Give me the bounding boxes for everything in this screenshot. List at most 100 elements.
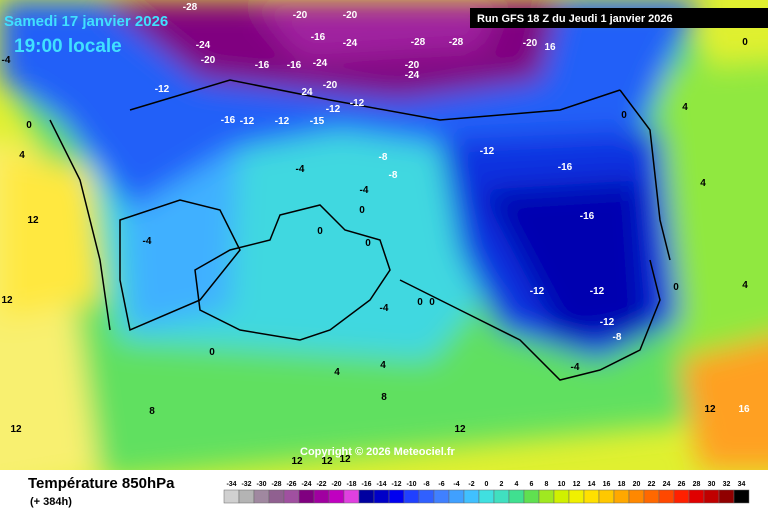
contour-label: -20 xyxy=(523,38,538,49)
colorbar-label: -30 xyxy=(256,481,266,488)
colorbar-label: -6 xyxy=(438,481,444,488)
run-info: Run GFS 18 Z du Jeudi 1 janvier 2026 xyxy=(477,13,673,25)
colorbar-label: 32 xyxy=(723,481,731,488)
colorbar-label: 6 xyxy=(530,481,534,488)
colorbar-cell xyxy=(718,489,735,504)
contour-label: 4 xyxy=(682,102,688,113)
contour-label: -4 xyxy=(360,185,369,196)
contour-label: -20 xyxy=(343,10,358,21)
legend-title: Température 850hPa xyxy=(28,475,175,492)
colorbar-label: 16 xyxy=(603,481,611,488)
contour-label: -4 xyxy=(296,164,305,175)
contour-label: -12 xyxy=(240,116,255,127)
contour-label: -8 xyxy=(379,152,388,163)
colorbar-cell xyxy=(328,489,345,504)
contour-label: 16 xyxy=(738,404,750,415)
colorbar-label: -4 xyxy=(453,481,459,488)
contour-label: 12 xyxy=(339,454,351,465)
colorbar-cell xyxy=(283,489,300,504)
colorbar-cell xyxy=(268,489,285,504)
contour-label: 0 xyxy=(673,282,679,293)
run-banner xyxy=(470,8,768,28)
contour-label: 0 xyxy=(359,205,365,216)
contour-label: -20 xyxy=(293,10,308,21)
colorbar-label: 4 xyxy=(515,481,519,488)
colorbar-label: -20 xyxy=(331,481,341,488)
contour-label: -28 xyxy=(411,37,426,48)
colorbar-label: -34 xyxy=(226,481,236,488)
colorbar-label: -32 xyxy=(241,481,251,488)
contour-label: -12 xyxy=(600,317,615,328)
colorbar-cell xyxy=(373,489,390,504)
colorbar-cell xyxy=(553,489,570,504)
contour-label: 0 xyxy=(621,110,627,121)
colorbar-label: 18 xyxy=(618,481,626,488)
contour-label: -4 xyxy=(143,236,152,247)
colorbar-cell xyxy=(703,489,720,504)
contour-label: 12 xyxy=(27,215,39,226)
contour-label: -12 xyxy=(480,146,495,157)
colorbar-cell xyxy=(403,489,420,504)
colorbar-cell xyxy=(568,489,585,504)
colorbar-cell xyxy=(628,489,645,504)
contour-label: -15 xyxy=(310,116,325,127)
colorbar-cell xyxy=(523,489,540,504)
colorbar-label: -2 xyxy=(468,481,474,488)
colorbar-label: 8 xyxy=(545,481,549,488)
contour-label: 4 xyxy=(742,280,748,291)
contour-label: -24 xyxy=(405,70,420,81)
contour-label: -12 xyxy=(155,84,170,95)
contour-label: 24 xyxy=(301,87,313,98)
colorbar-cell xyxy=(463,489,480,504)
contour-label: 0 xyxy=(742,37,748,48)
contour-label: 0 xyxy=(365,238,371,249)
contour-label: -4 xyxy=(380,303,389,314)
contour-label: -16 xyxy=(255,60,270,71)
colorbar-label: 20 xyxy=(633,481,641,488)
date: Samedi 17 janvier 2026 xyxy=(4,13,168,30)
colorbar-label: 12 xyxy=(573,481,581,488)
colorbar-label: -28 xyxy=(271,481,281,488)
contour-label: -12 xyxy=(530,286,545,297)
colorbar-cell xyxy=(583,489,600,504)
colorbar-label: -24 xyxy=(301,481,311,488)
coastlines xyxy=(49,79,671,381)
colorbar-label: -26 xyxy=(286,481,296,488)
contour-label: 4 xyxy=(334,367,340,378)
colorbar-label: 14 xyxy=(588,481,596,488)
colorbar-cell xyxy=(598,489,615,504)
colorbar-cell xyxy=(313,489,330,504)
contour-label: 12 xyxy=(704,404,716,415)
contour-label: -24 xyxy=(313,58,328,69)
contour-label: 0 xyxy=(429,297,435,308)
colorbar-label: -10 xyxy=(406,481,416,488)
contour-label: 4 xyxy=(19,150,25,161)
colorbar-cell xyxy=(418,489,435,504)
contour-label: -28 xyxy=(183,2,198,13)
contour-label: -4 xyxy=(2,55,11,66)
contour-label: -24 xyxy=(196,40,211,51)
colorbar-cell xyxy=(688,489,705,504)
contour-label: 8 xyxy=(381,392,387,403)
colorbar-cell xyxy=(643,489,660,504)
colorbar-cell xyxy=(388,489,405,504)
colorbar-cell xyxy=(658,489,675,504)
colorbar-cell xyxy=(433,489,450,504)
colorbar-cell xyxy=(343,489,360,504)
contour-label: -20 xyxy=(405,60,420,71)
contour-label: 16 xyxy=(544,42,556,53)
colorbar-label: 22 xyxy=(648,481,656,488)
contour-label: -16 xyxy=(580,211,595,222)
contour-label: -16 xyxy=(287,60,302,71)
colorbar-label: -8 xyxy=(423,481,429,488)
colorbar-label: -18 xyxy=(346,481,356,488)
contour-label: 12 xyxy=(291,456,303,467)
colorbar-cell xyxy=(358,489,375,504)
contour-label: -28 xyxy=(449,37,464,48)
colorbar-cell xyxy=(673,489,690,504)
contour-label: -16 xyxy=(311,32,326,43)
colorbar-cell xyxy=(478,489,495,504)
contour-label: -20 xyxy=(201,55,216,66)
colorbar-label: 30 xyxy=(708,481,716,488)
